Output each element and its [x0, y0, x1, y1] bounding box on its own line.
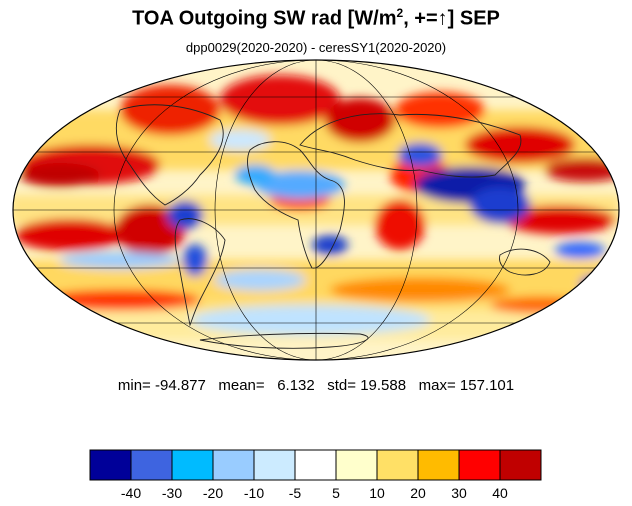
- colorbar-swatch: [171, 449, 214, 481]
- colorbar-label: -30: [162, 485, 182, 501]
- colorbar-swatch: [294, 449, 337, 481]
- colorbar-label: -10: [244, 485, 264, 501]
- colorbar-swatch: [499, 449, 542, 481]
- colorbar-label: 40: [492, 485, 508, 501]
- colorbar-label: 30: [451, 485, 467, 501]
- colorbar-label: -40: [121, 485, 141, 501]
- anomaly-field: [13, 60, 619, 360]
- colorbar-swatch: [376, 449, 419, 481]
- colorbar-swatch: [253, 449, 296, 481]
- mollweide-map: [12, 59, 620, 361]
- colorbar-swatch: [130, 449, 173, 481]
- figure-subtitle: dpp0029(2020-2020) - ceresSY1(2020-2020): [185, 40, 447, 55]
- colorbar-label: 10: [369, 485, 385, 501]
- colorbar-swatch: [335, 449, 378, 481]
- colorbar-label: -20: [203, 485, 223, 501]
- globe-outline: [12, 59, 620, 361]
- statistics-line: min= -94.877 mean= 6.132 std= 19.588 max…: [117, 377, 515, 394]
- colorbar-swatch: [458, 449, 501, 481]
- colorbar-swatch: [417, 449, 460, 481]
- colorbar-label: 20: [410, 485, 426, 501]
- colorbar-label: -5: [289, 485, 302, 501]
- figure-title: TOA Outgoing SW rad [W/m2, +=↑] SEP: [132, 6, 500, 30]
- coastlines: [116, 104, 551, 349]
- colorbar-label: 5: [332, 485, 340, 501]
- colorbar-swatch: [89, 449, 132, 481]
- colorbar-swatch: [212, 449, 255, 481]
